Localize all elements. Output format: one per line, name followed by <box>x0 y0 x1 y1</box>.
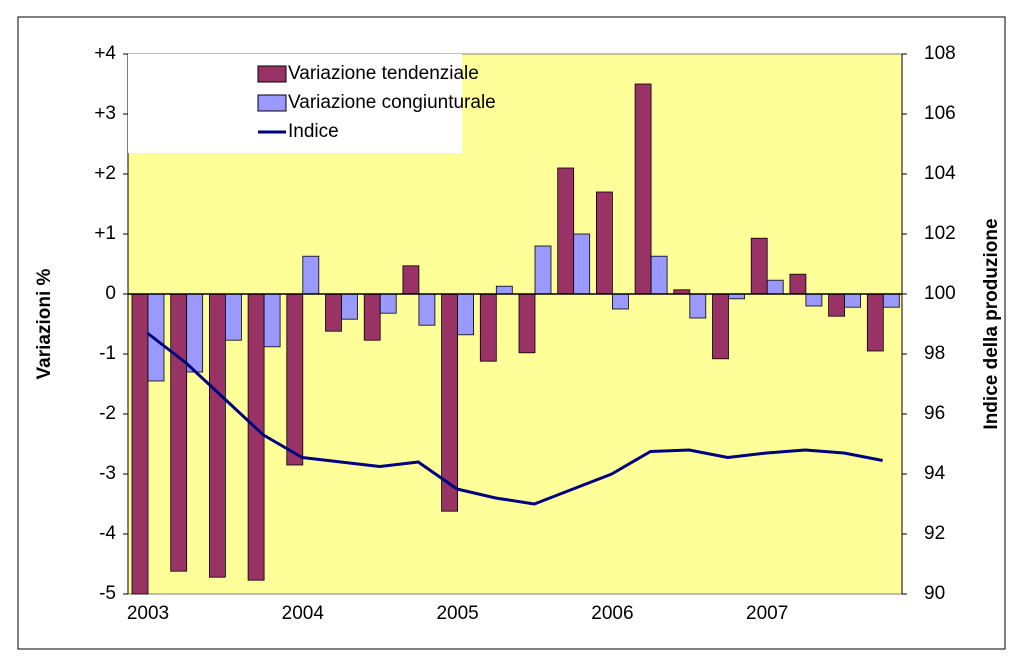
y2-tick-label: 100 <box>924 283 956 304</box>
x-tick-label: 2006 <box>591 603 633 624</box>
bar <box>557 167 575 295</box>
bar <box>263 293 281 348</box>
y2-tick-label: 98 <box>924 343 945 364</box>
y2-tick-label: 94 <box>924 463 946 484</box>
y-tick-label: -1 <box>99 343 116 364</box>
bar <box>650 255 668 295</box>
bar <box>363 293 381 341</box>
x-tick-label: 2007 <box>746 603 788 624</box>
bar <box>286 293 304 466</box>
bar <box>495 285 513 295</box>
x-tick-label: 2003 <box>127 603 169 624</box>
legend-label: Indice <box>288 121 339 142</box>
bar <box>147 293 165 382</box>
bar <box>805 293 823 307</box>
bar <box>789 273 807 295</box>
bar <box>402 265 420 295</box>
bar <box>131 293 149 595</box>
legend-box <box>128 54 462 153</box>
y-tick-label: -3 <box>99 463 116 484</box>
y-tick-label: -2 <box>99 403 116 424</box>
bar <box>634 83 652 295</box>
y2-tick-label: 104 <box>924 163 956 184</box>
bar <box>418 293 436 326</box>
bar <box>170 293 188 572</box>
bar <box>479 293 497 362</box>
bar <box>457 293 475 336</box>
bar <box>325 293 342 332</box>
bar <box>573 233 591 295</box>
y-tick-label: 0 <box>105 283 116 304</box>
bar <box>341 293 358 320</box>
bar <box>379 293 397 314</box>
y-tick-label: -4 <box>99 523 116 544</box>
line-series <box>146 331 883 506</box>
bar <box>882 293 900 308</box>
legend-label: Variazione tendenziale <box>288 63 479 84</box>
x-tick-label: 2004 <box>282 603 325 624</box>
y2-tick-label: 106 <box>924 103 956 124</box>
y-axis-title: Variazioni % <box>34 268 55 379</box>
bar <box>844 293 861 308</box>
y-tick-label: -5 <box>99 583 116 604</box>
y-tick-label: +2 <box>94 163 116 184</box>
bar <box>247 293 265 581</box>
bar <box>766 279 784 295</box>
bar <box>712 293 729 360</box>
y2-axis-title: Indice della produzione <box>981 218 1002 429</box>
legend-label: Variazione congiunturale <box>288 92 496 113</box>
y2-tick-label: 108 <box>924 43 956 64</box>
bar <box>596 191 613 295</box>
y2-tick-label: 92 <box>924 523 945 544</box>
legend-swatch <box>257 94 287 112</box>
y2-tick-label: 102 <box>924 223 956 244</box>
bar <box>534 245 552 295</box>
bar <box>186 293 204 373</box>
bar <box>612 293 629 310</box>
y2-tick-label: 90 <box>924 583 945 604</box>
bar <box>224 293 242 341</box>
bar <box>518 293 536 354</box>
bar <box>828 293 845 317</box>
bar <box>689 293 707 319</box>
legend-swatch <box>257 65 287 83</box>
y2-tick-label: 96 <box>924 403 945 424</box>
bar <box>750 237 768 295</box>
bar <box>866 293 884 352</box>
x-tick-label: 2005 <box>436 603 478 624</box>
bar <box>208 293 226 578</box>
bar <box>302 255 320 295</box>
y-tick-label: +4 <box>94 43 116 64</box>
y-tick-label: +3 <box>94 103 116 124</box>
y-tick-label: +1 <box>94 223 116 244</box>
